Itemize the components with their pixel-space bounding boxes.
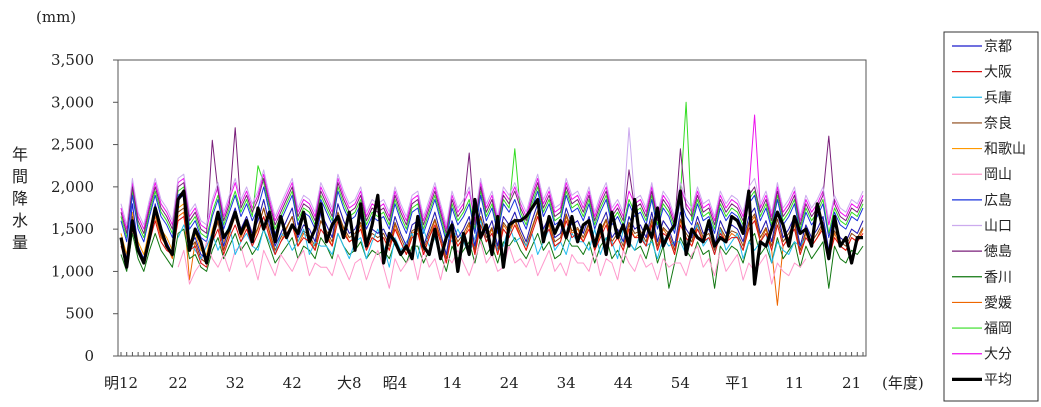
series-line [119, 189, 863, 286]
series-line [120, 194, 864, 260]
legend-label: 広島 [984, 193, 1012, 209]
x-tick-label: 明12 [104, 374, 138, 392]
legend-label: 大分 [984, 347, 1012, 363]
legend-box [943, 31, 1039, 402]
x-tick-label: 34 [557, 374, 576, 392]
series-line [120, 127, 864, 226]
x-tick-label: 22 [169, 374, 188, 392]
legend-label: 兵庫 [984, 89, 1012, 106]
legend-label: 徳島 [984, 244, 1012, 260]
series-line [120, 114, 864, 230]
x-tick-label: 42 [283, 374, 302, 392]
y-axis: 0 500 1,000 1,500 2,000 2,500 3,000 3,500 [51, 51, 118, 365]
y-tick-label: 1,000 [51, 262, 94, 280]
x-tick-label: 11 [785, 374, 804, 392]
x-tick-label: 44 [614, 374, 633, 392]
y-unit-label: (mm) [36, 8, 76, 26]
legend-label: 平均 [984, 372, 1012, 388]
legend-label: 愛媛 [984, 295, 1012, 311]
x-tick-label: 54 [671, 374, 690, 392]
series-line [120, 186, 864, 243]
y-axis-label: 年間降水量 [12, 145, 28, 252]
legend-label: 岡山 [984, 167, 1012, 183]
series-line [120, 101, 864, 239]
y-tick-label: 3,000 [51, 93, 94, 111]
legend-label: 福岡 [984, 321, 1012, 337]
y-tick-label: 500 [65, 305, 94, 323]
x-tick-label: 昭4 [383, 374, 408, 392]
x-tick-label: 大8 [337, 374, 362, 392]
y-tick-label: 2,500 [51, 136, 94, 154]
series-line [120, 216, 864, 268]
y-tick-label: 1,500 [51, 220, 94, 238]
legend-label: 山口 [984, 219, 1012, 235]
x-tick-label: 平1 [725, 374, 750, 392]
legend-label: 京都 [984, 39, 1012, 55]
y-tick-label: 0 [84, 347, 94, 365]
series-layer [119, 101, 864, 306]
plot-frame [117, 59, 867, 357]
x-tick-label: 24 [500, 374, 519, 392]
x-axis: 明12 22 32 42 大8 昭4 14 24 34 44 54 平1 11 21 [104, 352, 864, 392]
x-axis-label: (年度) [882, 374, 924, 392]
y-tick-label: 3,500 [51, 51, 94, 69]
legend-label: 和歌山 [984, 142, 1026, 158]
series-line [120, 127, 864, 234]
legend-label: 大阪 [984, 65, 1012, 81]
x-tick-label: 32 [226, 374, 245, 392]
legend-label: 香川 [984, 270, 1012, 286]
x-tick-label: 21 [842, 374, 861, 392]
x-tick-label: 14 [442, 374, 461, 392]
legend-label: 奈良 [984, 116, 1012, 132]
y-tick-label: 2,000 [51, 178, 94, 196]
